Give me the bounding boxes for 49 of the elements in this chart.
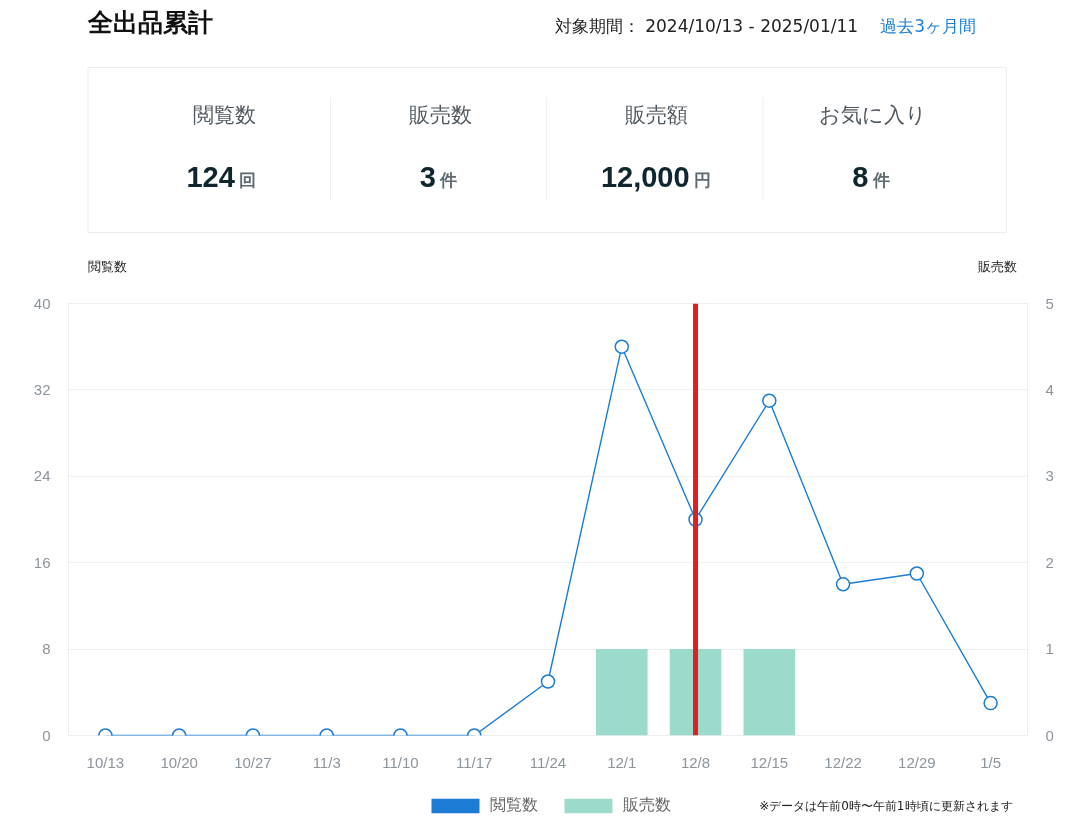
y-axis-title: 閲覧数 xyxy=(87,259,127,274)
text: 販売額 xyxy=(625,102,689,127)
text: 販売数 xyxy=(408,102,472,127)
legend-label: 閲覧数 xyxy=(489,794,538,816)
x-tick-label: 11/17 xyxy=(456,753,493,771)
y2-axis-title: 販売数 xyxy=(977,259,1017,274)
text: 件 xyxy=(439,169,458,190)
chart-subtitle: 対象期間： 2024/10/13 - 2025/01/11 xyxy=(554,15,859,36)
x-tick-label: 12/29 xyxy=(898,753,936,771)
text: 3 xyxy=(419,160,436,193)
x-tick-label: 12/22 xyxy=(824,753,862,771)
text: 閲覧数 xyxy=(192,102,256,127)
chart-title: 全出品累計 xyxy=(86,8,213,37)
x-tick-label: 11/24 xyxy=(529,753,567,771)
x-tick-label: 11/3 xyxy=(312,753,341,771)
text: 件 xyxy=(871,169,890,190)
y2-tick-label: 0 xyxy=(1045,726,1054,744)
point xyxy=(835,577,851,592)
x-tick-label: 1/5 xyxy=(980,753,1002,771)
y-tick-label: 32 xyxy=(33,380,51,398)
text: 回 xyxy=(239,169,257,190)
y2-tick-label: 2 xyxy=(1045,553,1054,571)
text: 過去3ヶ月間 xyxy=(880,15,976,36)
y-tick-label: 8 xyxy=(42,640,51,658)
point xyxy=(762,393,777,408)
text: ※データは午前0時〜午前1時頃に更新されます xyxy=(759,798,1013,813)
x-tick-label: 10/20 xyxy=(160,753,198,771)
x-tick-label: 12/1 xyxy=(607,753,637,771)
x-tick-label: 12/15 xyxy=(750,753,789,771)
text: お気に入り xyxy=(818,102,927,127)
x-tick-label: 10/13 xyxy=(86,753,125,771)
y2-tick-label: 4 xyxy=(1045,380,1054,398)
y-tick-label: 24 xyxy=(33,467,51,485)
y2-tick-label: 1 xyxy=(1045,640,1054,658)
y-tick-label: 16 xyxy=(33,553,51,571)
text: 8 xyxy=(852,160,869,193)
point xyxy=(614,339,630,354)
text: 12,000 xyxy=(600,160,690,193)
y2-tick-label: 3 xyxy=(1045,467,1054,485)
y2-tick-label: 5 xyxy=(1045,294,1054,312)
point xyxy=(909,566,925,581)
x-tick-label: 11/10 xyxy=(382,753,419,771)
legend-label: 販売数 xyxy=(622,794,671,816)
y-tick-label: 40 xyxy=(33,294,51,312)
text: 円 xyxy=(694,169,712,190)
x-tick-label: 12/8 xyxy=(680,753,711,771)
y-tick-label: 0 xyxy=(42,726,51,744)
x-tick-label: 10/27 xyxy=(234,753,272,771)
text: 124 xyxy=(186,160,235,193)
